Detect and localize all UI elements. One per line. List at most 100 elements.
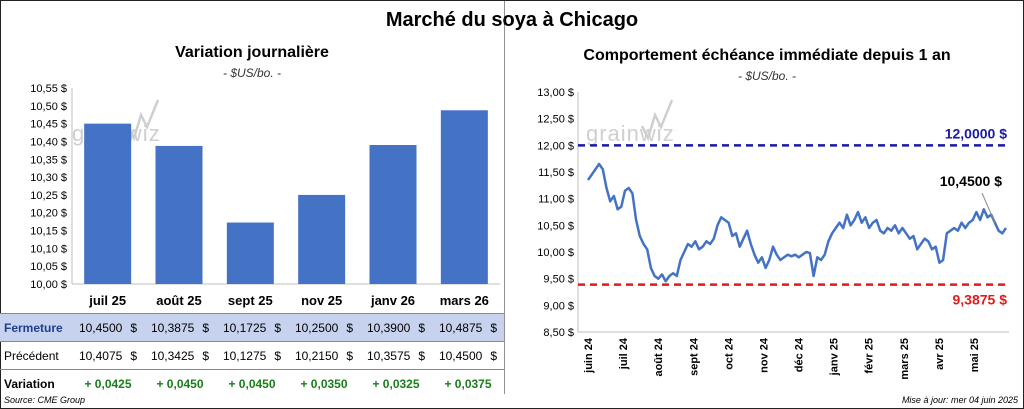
price-cell: 10,3875 $	[144, 313, 216, 342]
bar-x-tick-label: nov 25	[301, 293, 342, 308]
row-label: Variation	[4, 376, 55, 391]
price-cell: 10,3425 $	[144, 341, 216, 370]
currency-sign: $	[130, 348, 138, 363]
currency-sign: $	[130, 320, 138, 335]
price-value: 10,2150	[294, 348, 339, 363]
table-row-fermeture: Fermeture 10,4500 $10,3875 $10,1725 $10,2500…	[0, 313, 504, 342]
line-y-tick-label: 12,00 $	[537, 140, 574, 152]
line-x-tick-label: mars 25	[899, 338, 911, 380]
price-value: 10,1275	[222, 348, 267, 363]
bar-x-tick-label: sept 25	[228, 293, 273, 308]
table-row-precedent: Précédent 10,4075 $10,3425 $10,1275 $10,2150…	[0, 341, 504, 370]
variation-cell: + 0,0425	[84, 376, 132, 391]
line-x-tick-label: sept 24	[688, 337, 700, 376]
bar-août-25	[155, 145, 203, 284]
price-value: 10,3900	[366, 320, 411, 335]
price-cell: 10,4500 $	[72, 313, 144, 342]
bar-y-tick-label: 10,05 $	[30, 261, 67, 273]
line-x-tick-label: déc 24	[794, 337, 806, 372]
last-price-label: 10,4500 $	[940, 173, 1002, 189]
line-y-tick-label: 11,50 $	[538, 167, 574, 179]
watermark-logo: grainwiz	[586, 99, 674, 146]
bar-x-tick-label: janv 26	[370, 293, 415, 308]
currency-sign: $	[490, 320, 498, 335]
price-cell: 10,1275 $	[216, 341, 288, 370]
currency-sign: $	[346, 320, 354, 335]
variation-cell: + 0,0375	[444, 376, 492, 391]
bar-janv-26	[369, 145, 417, 284]
line-x-tick-label: nov 24	[758, 337, 770, 373]
line-chart-title: Comportement échéance immédiate depuis 1…	[583, 47, 951, 64]
price-cell: 10,4875 $	[432, 313, 504, 342]
price-cell: 10,1725 $	[216, 313, 288, 342]
price-value: 10,3425	[150, 348, 195, 363]
line-y-tick-label: 10,00 $	[537, 247, 574, 259]
bar-mars-26	[440, 110, 488, 284]
currency-sign: $	[346, 348, 354, 363]
price-cell: 10,2500 $	[288, 313, 360, 342]
line-x-tick-label: avr 25	[934, 338, 946, 370]
bar-x-tick-label: août 25	[156, 293, 202, 308]
bar-y-tick-label: 10,30 $	[30, 172, 67, 184]
price-value: 10,4500	[438, 348, 483, 363]
bar-y-tick-label: 10,55 $	[30, 83, 67, 95]
currency-sign: $	[418, 348, 426, 363]
bar-y-tick-label: 10,15 $	[30, 226, 67, 238]
bar-y-tick-label: 10,40 $	[30, 136, 67, 148]
bar-chart-unit: - $US/bo. -	[222, 66, 282, 80]
currency-sign: $	[274, 320, 282, 335]
resistance-label: 12,0000 $	[945, 125, 1007, 141]
line-chart-unit: - $US/bo. -	[737, 69, 797, 83]
price-cell: 10,2150 $	[288, 341, 360, 370]
bar-nov-25	[298, 194, 346, 284]
currency-sign: $	[274, 348, 282, 363]
line-x-tick-label: janv 25	[829, 338, 841, 376]
bar-chart-title: Variation journalière	[175, 44, 329, 61]
price-cell: 10,4500 $	[432, 341, 504, 370]
variation-cell: + 0,0325	[372, 376, 420, 391]
bar-chart: grainwiz 10,00 $10,05 $10,10 $10,15 $10,…	[30, 83, 500, 308]
bar-sept-25	[226, 222, 274, 284]
line-x-tick-label: août 24	[653, 337, 665, 376]
bar-x-tick-label: juil 25	[88, 293, 126, 308]
line-x-tick-label: juil 24	[618, 337, 630, 370]
variation-cell: + 0,0450	[156, 376, 204, 391]
source-note: Source: CME Group	[4, 395, 86, 405]
bar-y-tick-label: 10,25 $	[30, 190, 67, 202]
main-title: Marché du soya à Chicago	[385, 9, 639, 31]
line-x-tick-label: juin 24	[583, 337, 595, 374]
price-value: 10,4075	[78, 348, 123, 363]
bar-y-tick-label: 10,10 $	[30, 243, 67, 255]
line-y-tick-label: 9,50 $	[543, 274, 574, 286]
currency-sign: $	[202, 348, 210, 363]
price-cell: 10,4075 $	[72, 341, 144, 370]
price-cell: 10,3900 $	[360, 313, 432, 342]
line-x-tick-label: mai 25	[969, 338, 981, 372]
currency-sign: $	[418, 320, 426, 335]
table-row-variation: Variation + 0,0425 + 0,0450 + 0,0450 + 0,035…	[0, 370, 504, 398]
price-cell: 10,3575 $	[360, 341, 432, 370]
last-price-leader	[981, 192, 996, 223]
variation-cell: + 0,0450	[228, 376, 276, 391]
price-value: 10,3875	[150, 320, 195, 335]
price-value: 10,1725	[222, 320, 267, 335]
line-y-tick-label: 10,50 $	[537, 220, 574, 232]
prices-table: Fermeture 10,4500 $10,3875 $10,1725 $10,2500…	[0, 313, 504, 397]
bar-y-tick-label: 10,45 $	[30, 119, 67, 131]
currency-sign: $	[202, 320, 210, 335]
support-label: 9,3875 $	[953, 292, 1008, 308]
line-y-tick-label: 12,50 $	[537, 114, 574, 126]
bar-juil-25	[84, 123, 132, 285]
line-chart: grainwiz 8,50 $ 9,00 $ 9,50 $ 10,00 $ 10,50 …	[504, 0, 1009, 394]
bar-y-tick-label: 10,35 $	[30, 154, 67, 166]
line-y-tick-label: 13,00 $	[537, 87, 574, 99]
bar-y-tick-label: 10,50 $	[30, 101, 67, 113]
price-value: 10,4500	[78, 320, 123, 335]
line-y-tick-label: 8,50 $	[543, 327, 574, 339]
price-series-line	[586, 162, 1008, 283]
currency-sign: $	[490, 348, 498, 363]
bar-y-tick-label: 10,00 $	[30, 279, 67, 291]
price-value: 10,2500	[294, 320, 339, 335]
row-label: Fermeture	[0, 313, 72, 342]
price-value: 10,4875	[438, 320, 483, 335]
